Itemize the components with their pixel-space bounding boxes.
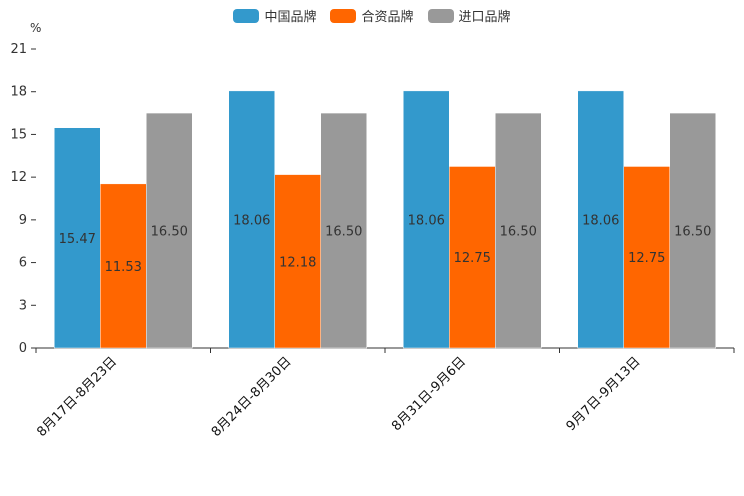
legend-swatch-import-brand	[427, 8, 454, 23]
bar	[669, 112, 716, 349]
x-category-label: 9月7日-9月13日	[564, 354, 644, 434]
bar	[228, 90, 275, 349]
bar	[146, 112, 193, 349]
bar	[100, 183, 147, 349]
bar	[54, 127, 101, 349]
y-tick-label: 18	[10, 85, 27, 100]
bar-value-label: 16.50	[674, 225, 711, 240]
chart-legend: 中国品牌 合资品牌 进口品牌	[0, 6, 744, 25]
legend-swatch-china-brand	[233, 8, 260, 23]
bar-value-label: 12.75	[628, 251, 665, 266]
legend-swatch-joint-venture-brand	[330, 8, 357, 23]
bar-value-label: 16.50	[500, 225, 537, 240]
y-tick-label: 15	[10, 127, 27, 142]
bar-value-label: 11.53	[105, 260, 142, 275]
bar-value-label: 18.06	[233, 213, 270, 228]
legend-label-china-brand: 中国品牌	[264, 10, 317, 25]
bar	[577, 90, 624, 349]
bar	[274, 174, 321, 349]
x-category-label: 8月31日-9月6日	[389, 354, 469, 434]
bar	[403, 90, 450, 349]
y-tick-label: 6	[19, 256, 27, 271]
y-tick-label: 21	[10, 42, 27, 57]
x-category-label: 8月24日-8月30日	[209, 354, 295, 440]
bar	[623, 166, 670, 349]
bar-value-label: 12.75	[454, 251, 491, 266]
x-category-label: 8月17日-8月23日	[34, 354, 120, 440]
bar-value-label: 12.18	[279, 255, 316, 270]
y-axis-unit-label: %	[30, 21, 42, 35]
legend-item-joint-venture-brand[interactable]: 合资品牌	[330, 6, 414, 25]
bar-value-label: 15.47	[59, 232, 96, 247]
y-tick-label: 0	[19, 341, 27, 356]
bar	[320, 112, 367, 349]
bar	[449, 166, 496, 349]
y-tick-label: 12	[10, 170, 27, 185]
legend-label-joint-venture-brand: 合资品牌	[361, 10, 414, 25]
bar-value-label: 18.06	[408, 213, 445, 228]
legend-item-import-brand[interactable]: 进口品牌	[427, 6, 511, 25]
legend-item-china-brand[interactable]: 中国品牌	[233, 6, 316, 25]
bar	[495, 112, 542, 349]
bar-value-label: 16.50	[325, 225, 362, 240]
y-tick-label: 9	[19, 213, 27, 228]
y-tick-label: 3	[19, 298, 27, 313]
bar-value-label: 16.50	[151, 225, 188, 240]
legend-label-import-brand: 进口品牌	[458, 10, 511, 25]
bar-value-label: 18.06	[582, 213, 619, 228]
